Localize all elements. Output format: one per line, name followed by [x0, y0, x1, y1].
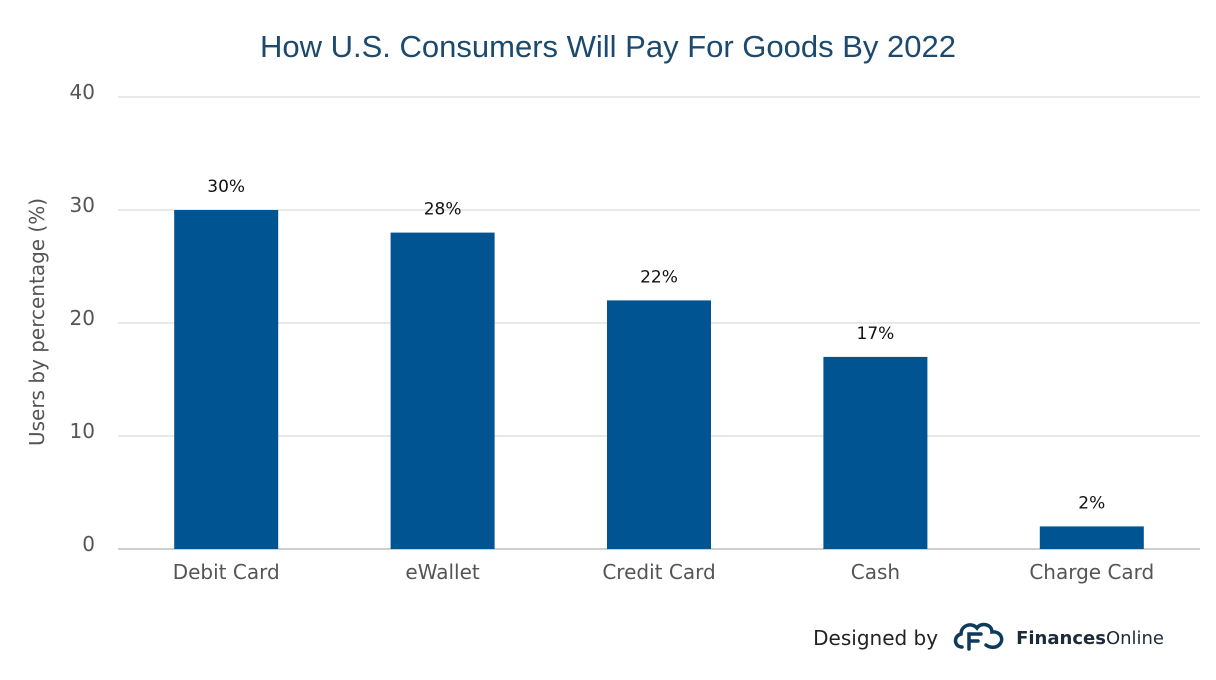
- y-axis-ticks: 0 10 20 30 40: [70, 80, 95, 556]
- brand-name-light: Online: [1105, 627, 1164, 649]
- bar: [390, 232, 495, 549]
- y-tick-label: 0: [82, 532, 95, 556]
- data-label: 28%: [424, 200, 462, 220]
- y-tick-label: 40: [70, 80, 95, 104]
- designer-credit: Designed by Finances Online: [813, 618, 1164, 658]
- cloud-f-logo-icon: [952, 619, 1010, 657]
- data-label: 30%: [207, 177, 245, 197]
- y-axis-title: Users by percentage (%): [25, 198, 49, 446]
- chart-title: How U.S. Consumers Will Pay For Goods By…: [260, 29, 956, 64]
- data-labels: 30% 28% 22% 17% 2%: [207, 177, 1105, 513]
- bar: [823, 356, 928, 549]
- bar: [1039, 526, 1144, 549]
- bars: [174, 210, 1144, 549]
- x-tick-label: Cash: [851, 560, 900, 584]
- y-tick-label: 10: [70, 419, 95, 443]
- data-label: 22%: [640, 267, 678, 287]
- data-label: 17%: [857, 324, 895, 344]
- x-tick-label: eWallet: [405, 560, 479, 584]
- y-tick-label: 30: [70, 193, 95, 217]
- x-tick-label: Charge Card: [1029, 560, 1154, 584]
- x-tick-label: Debit Card: [173, 560, 280, 584]
- x-axis-ticks: Debit Card eWallet Credit Card Cash Charge C…: [173, 560, 1155, 584]
- bar: [607, 300, 711, 549]
- y-tick-label: 20: [70, 306, 95, 330]
- data-label: 2%: [1078, 493, 1105, 513]
- bar: [174, 210, 279, 549]
- brand-name-bold: Finances: [1016, 627, 1106, 649]
- designed-by-text: Designed by: [813, 626, 939, 650]
- x-tick-label: Credit Card: [602, 560, 715, 584]
